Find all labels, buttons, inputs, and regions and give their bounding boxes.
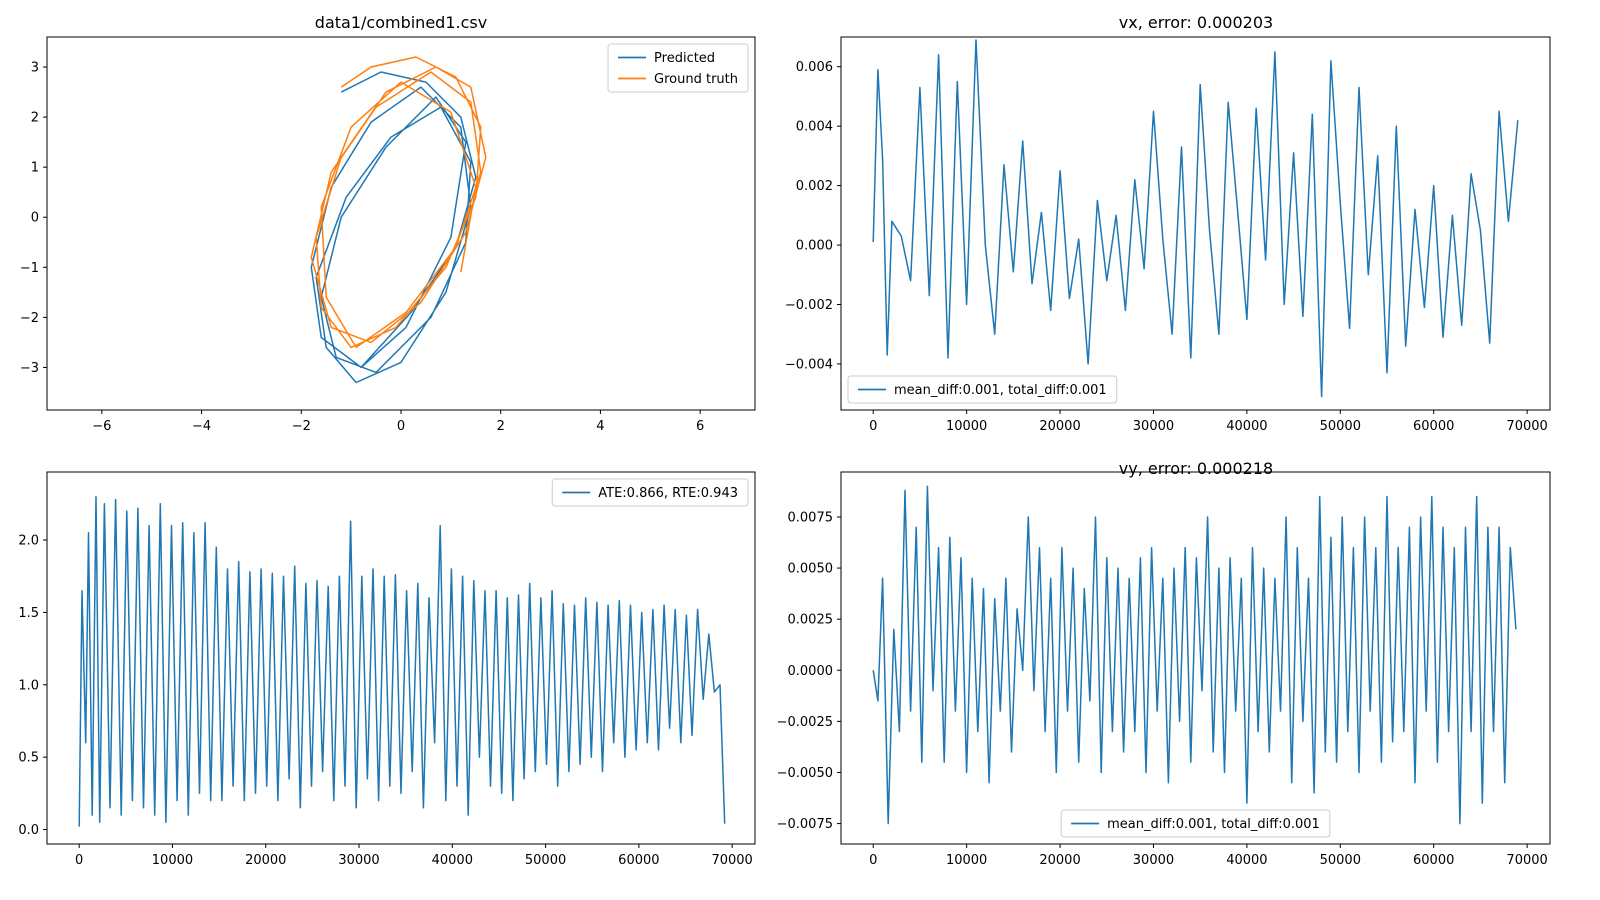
ate-x-tick-label: 60000 xyxy=(618,853,659,868)
traj-y-tick-label: −3 xyxy=(20,361,39,376)
ate-y-tick-label: 0.0 xyxy=(18,823,39,838)
traj-x-tick-label: 2 xyxy=(497,419,505,434)
traj-y-tick-label: −1 xyxy=(20,261,39,276)
vx-y-tick-label: −0.002 xyxy=(785,298,833,313)
vy-x-tick-label: 10000 xyxy=(946,853,987,868)
trajectory-chart-title: data1/combined1.csv xyxy=(315,13,487,32)
traj-series-line-1 xyxy=(310,56,487,349)
vx-chart: vx, error: 0.000203 0 10000 20000 30000 4000… xyxy=(785,13,1551,434)
traj-y-tick-label: 3 xyxy=(31,61,39,76)
traj-x-tick-label: 4 xyxy=(596,419,604,434)
vx-x-tick-label: 50000 xyxy=(1320,419,1361,434)
vy-x-tick-label: 40000 xyxy=(1226,853,1267,868)
vy-y-tick-label: 0.0000 xyxy=(788,664,834,679)
vx-x-tick-label: 20000 xyxy=(1039,419,1080,434)
vy-x-tick-label: 20000 xyxy=(1039,853,1080,868)
vy-chart: vy, error: 0.000218 0 10000 20000 30000 4000… xyxy=(777,459,1551,868)
vy-x-tick-label: 0 xyxy=(869,853,877,868)
vy-legend-box xyxy=(1060,809,1331,838)
traj-legend-label: Predicted xyxy=(654,51,715,66)
vy-legend-label: mean_diff:0.001, total_diff:0.001 xyxy=(1107,817,1320,832)
vy-y-tick-label: 0.0075 xyxy=(788,510,834,525)
vy-y-tick-label: 0.0025 xyxy=(788,613,834,628)
ate-legend-label: ATE:0.866, RTE:0.943 xyxy=(598,486,738,501)
vx-x-tick-label: 60000 xyxy=(1413,419,1454,434)
ate-legend-box xyxy=(551,478,749,507)
traj-x-tick-label: 6 xyxy=(696,419,704,434)
traj-legend-box xyxy=(607,43,749,93)
ate-x-tick-label: 20000 xyxy=(245,853,286,868)
vx-legend-box xyxy=(847,375,1118,404)
ate-chart: 0 10000 20000 30000 40000 50000 60000 70000 0.0 0… xyxy=(18,471,756,868)
ate-x-tick-label: 70000 xyxy=(711,853,752,868)
vx-y-tick-label: 0.006 xyxy=(796,60,833,75)
vy-y-tick-label: −0.0075 xyxy=(777,817,833,832)
ate-x-tick-label: 10000 xyxy=(152,853,193,868)
ate-y-tick-label: 1.0 xyxy=(18,678,39,693)
vx-x-tick-label: 30000 xyxy=(1133,419,1174,434)
vx-chart-title: vx, error: 0.000203 xyxy=(1119,13,1273,32)
vx-axes-frame xyxy=(840,36,1551,411)
traj-y-tick-label: 2 xyxy=(31,111,39,126)
vx-y-tick-label: −0.004 xyxy=(785,357,833,372)
vx-y-tick-label: 0.000 xyxy=(796,239,833,254)
vy-x-tick-label: 60000 xyxy=(1413,853,1454,868)
vy-y-tick-label: −0.0025 xyxy=(777,715,833,730)
vx-x-tick-label: 40000 xyxy=(1226,419,1267,434)
vy-y-tick-label: −0.0050 xyxy=(777,766,833,781)
vx-series-line-0 xyxy=(872,39,1519,398)
vy-axes-frame xyxy=(840,471,1551,845)
traj-legend-label: Ground truth xyxy=(654,72,738,87)
vy-x-tick-label: 30000 xyxy=(1133,853,1174,868)
traj-x-tick-label: 0 xyxy=(397,419,405,434)
vy-y-tick-label: 0.0050 xyxy=(788,562,834,577)
ate-y-tick-label: 1.5 xyxy=(18,606,39,621)
ate-x-tick-label: 30000 xyxy=(338,853,379,868)
vx-x-tick-label: 70000 xyxy=(1506,419,1547,434)
ate-y-tick-label: 0.5 xyxy=(18,751,39,766)
traj-x-tick-label: −4 xyxy=(192,419,211,434)
ate-y-tick-label: 2.0 xyxy=(18,534,39,549)
traj-y-tick-label: 1 xyxy=(31,161,39,176)
traj-y-tick-label: −2 xyxy=(20,311,39,326)
vx-y-tick-label: 0.002 xyxy=(796,179,833,194)
ate-x-tick-label: 0 xyxy=(75,853,83,868)
traj-y-tick-label: 0 xyxy=(31,211,39,226)
ate-series-line-0 xyxy=(78,495,726,827)
traj-x-tick-label: −2 xyxy=(292,419,311,434)
vx-y-tick-label: 0.004 xyxy=(796,120,833,135)
vy-x-tick-label: 50000 xyxy=(1320,853,1361,868)
vx-legend-label: mean_diff:0.001, total_diff:0.001 xyxy=(894,383,1107,398)
traj-series-line-0 xyxy=(310,71,477,384)
ate-x-tick-label: 50000 xyxy=(525,853,566,868)
traj-x-tick-label: −6 xyxy=(92,419,111,434)
vy-x-tick-label: 70000 xyxy=(1506,853,1547,868)
ate-axes-frame xyxy=(46,471,756,845)
ate-x-tick-label: 40000 xyxy=(432,853,473,868)
vy-chart-title: vy, error: 0.000218 xyxy=(1119,459,1273,478)
trajectory-chart: data1/combined1.csv −6 −4 −2 0 2 4 6 −3 −2 −1 0 1 2 3… xyxy=(20,13,756,434)
vy-series-line-0 xyxy=(872,485,1517,825)
vx-x-tick-label: 0 xyxy=(869,419,877,434)
vx-x-tick-label: 10000 xyxy=(946,419,987,434)
